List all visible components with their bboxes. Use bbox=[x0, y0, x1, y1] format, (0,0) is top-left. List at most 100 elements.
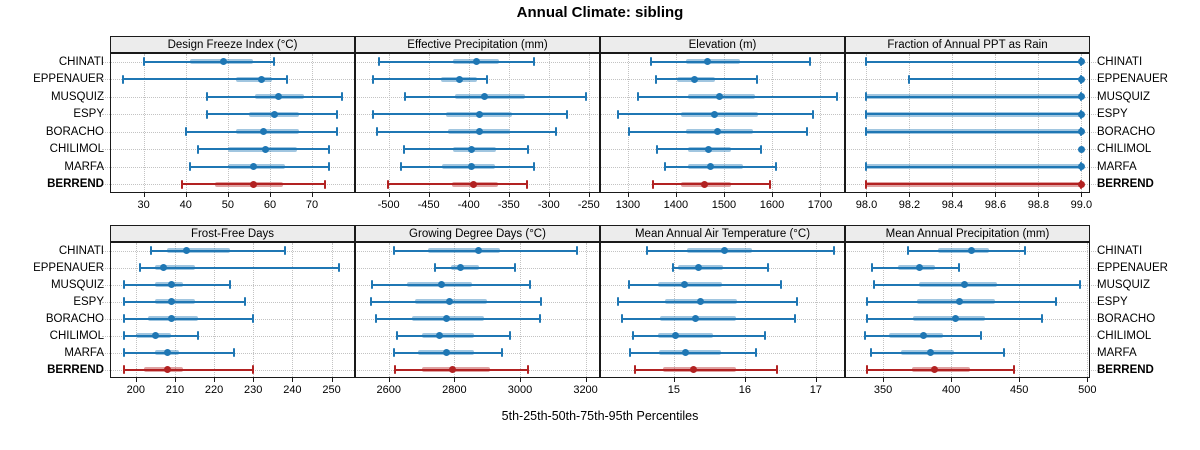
whisker-cap-95th bbox=[252, 314, 255, 323]
whisker-cap-95th bbox=[832, 246, 835, 255]
x-tick-label: -250 bbox=[577, 199, 600, 211]
whisker-cap-95th bbox=[327, 162, 330, 172]
station-label-left-marfa: MARFA bbox=[64, 346, 104, 359]
whisker-cap-5th bbox=[123, 348, 126, 357]
whisker-cap-95th bbox=[793, 314, 796, 323]
whisker-cap-5th bbox=[184, 127, 187, 137]
whisker-cap-5th bbox=[180, 179, 183, 189]
whisker-line bbox=[866, 183, 1082, 186]
iqr-band bbox=[680, 111, 758, 117]
x-tick-label: 500 bbox=[1078, 384, 1097, 396]
whisker-cap-95th bbox=[514, 263, 517, 272]
x-tick-label: 400 bbox=[941, 384, 961, 396]
panel-title: Mean Annual Precipitation (mm) bbox=[885, 227, 1050, 240]
iqr-band bbox=[428, 248, 501, 253]
whisker-line bbox=[870, 351, 1005, 354]
x-axis-tick bbox=[673, 378, 675, 382]
panel-title: Elevation (m) bbox=[688, 38, 757, 51]
gridline bbox=[143, 54, 145, 192]
iqr-band bbox=[167, 248, 230, 253]
whisker-cap-5th bbox=[392, 246, 395, 255]
x-tick-label: 98.6 bbox=[984, 199, 1007, 211]
x-tick-label: 220 bbox=[204, 384, 224, 396]
median-dot bbox=[159, 264, 167, 271]
x-axis-tick bbox=[1087, 378, 1089, 382]
x-tick-label: 98.2 bbox=[898, 199, 921, 211]
x-axis-tick bbox=[820, 193, 822, 197]
whisker-cap-95th bbox=[323, 179, 326, 189]
station-label-right-boracho: BORACHO bbox=[1097, 312, 1156, 325]
x-tick-label: 30 bbox=[137, 199, 150, 211]
gridline bbox=[1019, 243, 1021, 377]
median-dot bbox=[476, 110, 484, 118]
x-axis-tick bbox=[883, 378, 885, 382]
median-dot bbox=[682, 349, 690, 356]
iqr-band bbox=[657, 282, 723, 287]
station-label-right-espy: ESPY bbox=[1097, 108, 1128, 121]
whisker-cap-95th bbox=[1079, 280, 1082, 289]
panel-strip-mean-annual-precipitation-mm: Mean Annual Precipitation (mm) bbox=[845, 225, 1090, 242]
station-label-right-berrend: BERREND bbox=[1097, 363, 1154, 376]
panel-strip-fraction-of-annual-ppt-as-rain: Fraction of Annual PPT as Rain bbox=[845, 36, 1090, 53]
median-dot bbox=[690, 75, 698, 83]
whisker-cap-5th bbox=[865, 127, 868, 137]
median-dot bbox=[951, 315, 959, 322]
x-axis-tick bbox=[909, 193, 911, 197]
whisker-cap-95th bbox=[538, 314, 541, 323]
whisker-line bbox=[189, 165, 329, 168]
whisker-cap-95th bbox=[754, 348, 757, 357]
whisker-cap-5th bbox=[394, 365, 397, 374]
gridline bbox=[292, 243, 294, 377]
median-dot bbox=[469, 180, 477, 188]
median-dot bbox=[1077, 93, 1085, 101]
median-dot bbox=[260, 128, 268, 136]
gridline bbox=[815, 243, 817, 377]
x-axis-tick bbox=[952, 193, 954, 197]
whisker-line bbox=[124, 334, 199, 337]
x-tick-label: 230 bbox=[244, 384, 263, 396]
whisker-line bbox=[143, 60, 275, 63]
x-tick-label: -300 bbox=[537, 199, 560, 211]
whisker-cap-5th bbox=[865, 109, 868, 119]
whisker-cap-5th bbox=[636, 92, 639, 102]
whisker-cap-5th bbox=[645, 246, 648, 255]
whisker-cap-95th bbox=[336, 127, 339, 137]
iqr-band bbox=[913, 316, 986, 321]
station-label-left-berrend: BERREND bbox=[47, 363, 104, 376]
x-axis-tick bbox=[585, 378, 587, 382]
whisker-line bbox=[909, 78, 1082, 81]
x-tick-label: -450 bbox=[417, 199, 440, 211]
whisker-cap-95th bbox=[958, 263, 961, 272]
x-axis-tick bbox=[866, 193, 868, 197]
whisker-cap-95th bbox=[759, 144, 762, 154]
median-dot bbox=[714, 128, 722, 136]
whisker-line bbox=[372, 113, 568, 116]
whisker-cap-95th bbox=[811, 109, 814, 119]
station-label-right-chilimol: CHILIMOL bbox=[1097, 143, 1152, 156]
whisker-cap-95th bbox=[509, 331, 512, 340]
x-tick-label: 1300 bbox=[615, 199, 641, 211]
median-dot bbox=[955, 298, 963, 305]
whisker-cap-95th bbox=[774, 162, 777, 172]
whisker-cap-95th bbox=[244, 297, 247, 306]
median-dot bbox=[473, 58, 481, 66]
whisker-cap-5th bbox=[374, 314, 377, 323]
x-tick-label: 98.8 bbox=[1027, 199, 1050, 211]
median-dot bbox=[481, 93, 489, 101]
x-tick-label: 250 bbox=[322, 384, 341, 396]
x-axis-tick bbox=[269, 193, 271, 197]
whisker-cap-95th bbox=[338, 263, 341, 272]
station-label-right-marfa: MARFA bbox=[1097, 160, 1137, 173]
panel-box-mean-annual-air-temperature-c bbox=[600, 242, 845, 378]
iqr-band bbox=[888, 333, 943, 338]
median-dot bbox=[258, 75, 266, 83]
median-dot bbox=[437, 281, 445, 288]
panel-box-mean-annual-precipitation-mm bbox=[845, 242, 1090, 378]
x-tick-label: 99.0 bbox=[1070, 199, 1093, 211]
median-dot bbox=[249, 180, 257, 188]
whisker-cap-95th bbox=[336, 109, 339, 119]
panel-title: Mean Annual Air Temperature (°C) bbox=[634, 227, 811, 240]
median-dot bbox=[721, 247, 729, 254]
median-dot bbox=[696, 298, 704, 305]
whisker-cap-5th bbox=[865, 314, 868, 323]
